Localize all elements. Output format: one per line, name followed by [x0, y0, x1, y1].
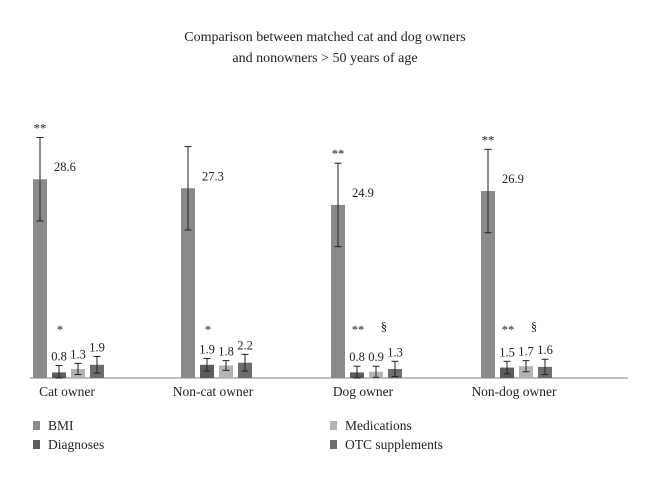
- data-label-1-2: 0.8: [349, 350, 365, 364]
- chart-title: Comparison between matched cat and dog o…: [184, 30, 465, 66]
- significance-marker-2-3: §: [531, 320, 537, 334]
- significance-marker-0-0: **: [34, 122, 47, 136]
- category-label-2: Dog owner: [333, 384, 394, 399]
- bar-bmi-1: [181, 188, 195, 378]
- legend-swatch-bmi: [33, 421, 40, 430]
- legend-swatch-medications: [330, 421, 337, 430]
- category-label-3: Non-dog owner: [471, 384, 557, 399]
- significance-marker-1-2: **: [352, 323, 365, 337]
- legend-swatch-diagnoses: [33, 440, 40, 449]
- data-label-3-3: 1.6: [537, 343, 553, 357]
- data-label-1-0: 0.8: [51, 349, 67, 363]
- significance-marker-1-1: *: [205, 323, 211, 337]
- significance-marker-1-0: *: [57, 323, 63, 337]
- legend-label-medications: Medications: [345, 418, 412, 433]
- data-label-0-0: 28.6: [54, 160, 76, 174]
- significance-marker-0-2: **: [332, 147, 345, 161]
- data-label-2-3: 1.7: [518, 345, 534, 359]
- category-label-0: Cat owner: [39, 384, 95, 399]
- legend-swatch-otc-supplements: [330, 440, 337, 449]
- legend-label-otc-supplements: OTC supplements: [345, 437, 443, 452]
- significance-marker-1-3: **: [502, 323, 515, 337]
- data-label-3-2: 1.3: [387, 345, 403, 359]
- data-label-0-2: 24.9: [352, 186, 374, 200]
- category-label-1: Non-cat owner: [173, 384, 254, 399]
- bar-medications-1: [219, 365, 233, 378]
- chart-title-line-2: and nonowners > 50 years of age: [232, 51, 417, 66]
- data-label-2-2: 0.9: [368, 350, 384, 364]
- data-label-2-1: 1.8: [218, 345, 234, 359]
- bar-bmi-3: [481, 191, 495, 378]
- data-label-3-1: 2.2: [237, 338, 253, 352]
- legend: BMI Diagnoses Medications OTC supplements: [33, 418, 443, 452]
- data-label-0-3: 26.9: [502, 172, 524, 186]
- data-label-1-1: 1.9: [199, 343, 215, 357]
- legend-label-bmi: BMI: [48, 418, 74, 433]
- data-label-3-0: 1.9: [89, 340, 105, 354]
- data-label-0-1: 27.3: [202, 169, 224, 183]
- significance-marker-2-2: §: [381, 320, 387, 334]
- significance-marker-0-3: **: [482, 133, 495, 147]
- data-label-1-3: 1.5: [499, 345, 515, 359]
- data-label-2-0: 1.3: [70, 347, 86, 361]
- bar-bmi-0: [33, 179, 47, 378]
- chart-title-line-1: Comparison between matched cat and dog o…: [184, 30, 465, 45]
- legend-label-diagnoses: Diagnoses: [48, 437, 104, 452]
- plot-area: 28.6 ** 27.3 24.9 ** 26.9 ** 0.8 * 1.9 * 0.8 ** 1.5 **…: [30, 122, 628, 399]
- bar-bmi-2: [331, 204, 345, 378]
